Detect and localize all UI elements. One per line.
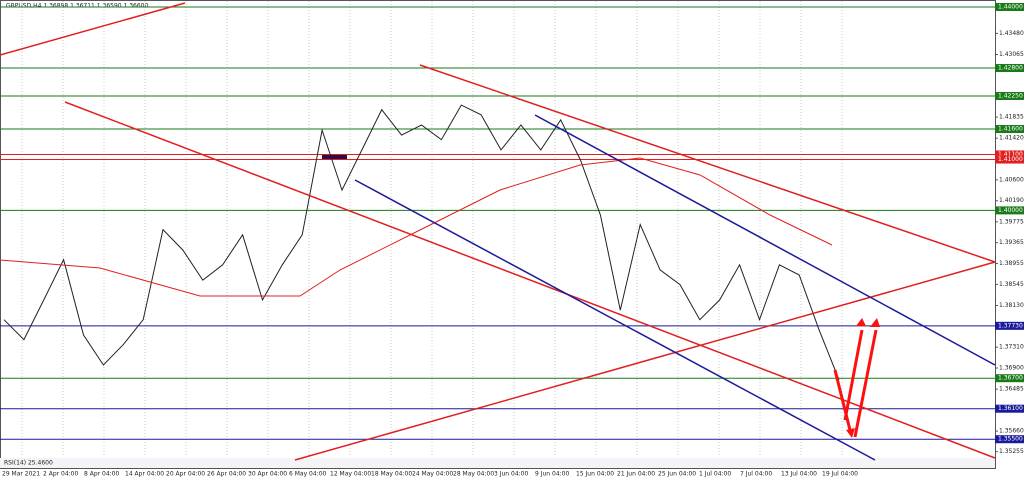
y-tick-label: 1.35660	[999, 428, 1024, 435]
level-tag	[995, 155, 1024, 164]
trend-line	[419, 64, 996, 263]
arrow-head	[870, 318, 880, 327]
level-label: 1.42800	[998, 65, 1023, 72]
level-tag	[995, 3, 1024, 11]
y-tick-label: 1.39775	[999, 218, 1024, 225]
y-tick-label: 1.40600	[999, 176, 1024, 183]
y-tick-label: 1.43065	[999, 51, 1024, 58]
plot-frame	[0, 0, 996, 469]
level-label: 1.41000	[998, 156, 1023, 163]
y-tick-label: 1.35255	[999, 448, 1024, 455]
y-tick-label: 1.38130	[999, 302, 1024, 309]
x-tick-label: 14 Apr 04:00	[125, 471, 164, 478]
trend-line	[64, 101, 996, 459]
y-tick-label: 1.37310	[999, 344, 1024, 351]
indicator-pane	[0, 458, 995, 468]
level-label: 1.41600	[998, 126, 1023, 133]
level-label: 1.35500	[998, 436, 1023, 443]
level-tag	[995, 150, 1024, 159]
x-tick-label: 8 Apr 04:00	[84, 471, 119, 478]
y-tick-label: 1.41420	[999, 135, 1024, 142]
header: GBPUSD,H4 1.36898 1.36711 1.36590 1.3660…	[6, 3, 148, 10]
y-tick-label: 1.36485	[999, 386, 1024, 393]
level-tag	[995, 91, 1024, 100]
y-tick-label: 1.40190	[999, 197, 1024, 204]
x-tick-label: 7 Jul 04:00	[740, 471, 772, 478]
y-tick-label: 1.38955	[999, 260, 1024, 267]
x-tick-label: 19 Jul 04:00	[822, 471, 858, 478]
level-tag	[995, 435, 1024, 444]
channel-line	[354, 179, 876, 461]
y-tick-label: 1.39365	[999, 239, 1024, 246]
y-tick-label: 1.36900	[999, 365, 1024, 372]
drawings	[0, 2, 996, 461]
x-tick-label: 12 May 04:00	[330, 471, 371, 478]
x-tick-label: 28 May 04:00	[453, 471, 494, 478]
x-tick-label: 1 Jul 04:00	[699, 471, 731, 478]
y-tick-label: 1.43480	[999, 30, 1024, 37]
level-label: 1.37730	[998, 322, 1023, 329]
x-tick-label: 6 May 04:00	[289, 471, 327, 478]
level-label: 1.41100	[998, 151, 1023, 158]
level-label: 1.36100	[998, 405, 1023, 412]
trend-line	[0, 2, 186, 56]
arrow	[843, 329, 864, 421]
x-tick-label: 20 Apr 04:00	[166, 471, 205, 478]
indicator-label: RSI(14) 25.4600	[4, 460, 53, 467]
trend-line	[294, 261, 996, 461]
x-tick-label: 21 Jun 04:00	[617, 471, 655, 478]
x-tick-label: 29 Mar 2021	[2, 471, 40, 478]
price-line	[3, 104, 840, 380]
arrow-head	[846, 428, 855, 438]
level-label: 1.40000	[998, 207, 1023, 214]
x-tick-label: 30 Apr 04:00	[248, 471, 287, 478]
arrow	[833, 369, 852, 431]
y-tick-label: 1.41835	[999, 114, 1024, 121]
level-label: 1.44000	[998, 4, 1023, 11]
x-tick-label: 24 May 04:00	[412, 471, 453, 478]
level-tag	[995, 125, 1024, 134]
x-tick-label: 9 Jun 04:00	[535, 471, 569, 478]
x-tick-label: 13 Jul 04:00	[781, 471, 817, 478]
level-label: 1.36700	[998, 375, 1023, 382]
level-tag	[995, 64, 1024, 73]
x-tick-label: 2 Apr 04:00	[43, 471, 78, 478]
y-tick-label: 1.38545	[999, 281, 1024, 288]
channel-line	[534, 114, 996, 366]
level-tag	[995, 374, 1024, 383]
x-tick-label: 3 Jun 04:00	[494, 471, 528, 478]
moving-average	[0, 157, 833, 297]
level-label: 1.42250	[998, 92, 1023, 99]
level-tag	[995, 206, 1024, 215]
level-tag	[995, 321, 1024, 330]
x-tick-label: 26 Apr 04:00	[207, 471, 246, 478]
x-tick-label: 18 May 04:00	[371, 471, 412, 478]
arrow	[853, 329, 878, 438]
level-tag	[995, 404, 1024, 413]
arrow-head	[856, 318, 866, 326]
x-tick-label: 25 Jun 04:00	[658, 471, 696, 478]
x-tick-label: 15 Jun 04:00	[576, 471, 614, 478]
